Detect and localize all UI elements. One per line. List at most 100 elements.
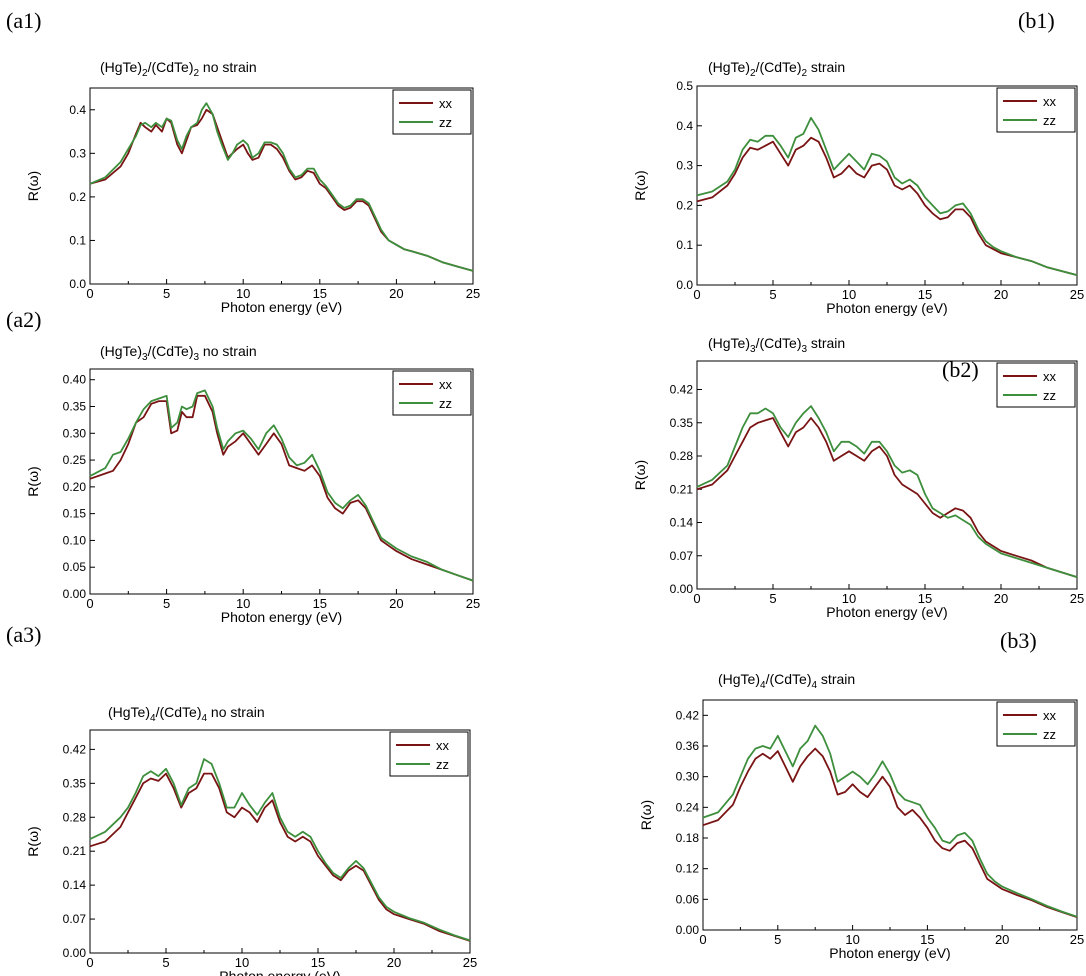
x-tick-label: 10 [236,286,250,301]
legend-label-xx: xx [439,96,453,111]
x-tick-label: 20 [994,591,1008,606]
y-tick-label: 0.36 [676,739,700,753]
series-line-zz [89,389,474,582]
x-tick-label: 25 [1070,932,1084,947]
x-tick-label: 0 [86,955,93,970]
x-tick-label: 5 [769,591,776,606]
y-tick-label: 0.12 [676,862,700,876]
y-axis-label: R(ω) [25,171,41,201]
y-axis-label: R(ω) [25,826,41,856]
chart-title: (HgTe)4/(CdTe)4 no strain [108,704,265,724]
y-tick-label: 0.07 [670,549,694,563]
chart-title: (HgTe)2/(CdTe)2 no strain [100,59,257,79]
legend-box [392,370,472,416]
y-tick-label: 0.40 [63,373,87,387]
y-tick-label: 0.05 [63,560,87,574]
chart-title: (HgTe)4/(CdTe)4 strain [718,671,855,691]
y-tick-label: 0.1 [676,238,693,252]
y-tick-label: 0.14 [670,516,694,530]
x-tick-label: 10 [842,591,856,606]
x-axis-label: Photon energy (eV) [826,300,947,316]
chart-a2-group: 0 5 10 15 20 25 0.00 0.05 0.10 0.15 0.20 0.25 0.30 0.… [25,343,480,625]
y-tick-label: 0.10 [63,533,87,547]
legend-label-xx: xx [436,738,450,753]
y-tick-label: 0.28 [670,449,694,463]
x-axis-label: Photon energy (eV) [221,609,342,625]
y-tick-label: 0.00 [63,587,87,601]
series-line-xx [696,136,1078,276]
series-line-zz [696,405,1078,578]
x-tick-label: 15 [920,932,934,947]
series-line-zz [89,758,471,942]
x-tick-label: 15 [918,287,932,302]
panel-label-b1: (b1) [1018,8,1055,33]
y-tick-label: 0.42 [670,383,694,397]
chart-title: (HgTe)3/(CdTe)3 strain [708,335,845,355]
x-tick-label: 10 [842,287,856,302]
legend-label-xx: xx [1043,94,1057,109]
x-tick-label: 10 [235,955,249,970]
x-tick-label: 5 [769,287,776,302]
y-tick-label: 0.4 [69,103,86,117]
x-axis-label: Photon energy (eV) [219,968,340,976]
chart-title: (HgTe)3/(CdTe)3 no strain [100,343,257,363]
y-tick-label: 0.00 [63,946,87,960]
legend-label-zz: zz [1043,113,1056,128]
x-tick-label: 10 [845,932,859,947]
x-tick-label: 5 [774,932,781,947]
series-line-zz [696,116,1078,276]
x-tick-label: 0 [86,286,93,301]
panel-label-b3: (b3) [1000,628,1037,653]
y-tick-label: 0.07 [63,912,87,926]
x-tick-label: 15 [311,955,325,970]
y-tick-label: 0.21 [63,844,87,858]
y-tick-label: 0.25 [63,453,87,467]
legend-label-xx: xx [1043,369,1057,384]
y-tick-label: 0.0 [676,278,693,292]
y-axis-label: R(ω) [638,800,654,830]
y-tick-label: 0.1 [69,233,86,247]
y-tick-label: 0.24 [676,800,700,814]
y-tick-label: 0.00 [670,582,694,596]
x-tick-label: 25 [463,955,477,970]
y-tick-label: 0.14 [63,878,87,892]
legend-label-zz: zz [439,396,452,411]
y-tick-label: 0.3 [676,159,693,173]
y-tick-label: 0.35 [63,776,87,790]
series-line-xx [696,417,1078,578]
x-tick-label: 20 [389,596,403,611]
x-tick-label: 20 [389,286,403,301]
x-tick-label: 25 [1070,287,1084,302]
y-tick-label: 0.30 [63,426,87,440]
y-tick-label: 0.4 [676,119,693,133]
chart-b1-group: 0 5 10 15 20 25 0.0 0.1 0.2 0.3 0.4 0.5 Photon energ… [632,59,1084,316]
panel-label-a3: (a3) [6,622,42,647]
legend-label-zz: zz [439,115,452,130]
chart-a1-group: 0 5 10 15 20 25 0.0 0.1 0.2 0.3 0.4 Photon energy (… [25,59,480,315]
chart-b3-group: 0 5 10 15 20 25 0.00 0.06 0.12 0.18 0.24 0.30 0.36 0.… [638,671,1084,961]
legend-box [996,362,1076,408]
legend-box [996,701,1076,747]
chart-b2-group: 0 5 10 15 20 25 0.00 0.07 0.14 0.21 0.28 0.35 0.42 Ph… [632,335,1084,620]
legend-label-zz: zz [1043,388,1056,403]
y-tick-label: 0.18 [676,831,700,845]
y-tick-label: 0.06 [676,892,700,906]
y-tick-label: 0.21 [670,482,694,496]
x-axis-label: Photon energy (eV) [826,604,947,620]
y-tick-label: 0.15 [63,507,87,521]
y-tick-label: 0.35 [63,400,87,414]
y-tick-label: 0.28 [63,810,87,824]
x-tick-label: 5 [162,955,169,970]
x-tick-label: 5 [163,286,170,301]
x-tick-label: 25 [466,286,480,301]
series-line-xx [89,108,474,272]
chart-title: (HgTe)2/(CdTe)2 strain [708,59,845,79]
x-tick-label: 5 [163,596,170,611]
y-tick-label: 0.2 [676,198,693,212]
x-tick-label: 20 [994,287,1008,302]
x-axis-label: Photon energy (eV) [829,945,950,961]
x-tick-label: 20 [387,955,401,970]
legend-box [389,731,469,777]
series-line-xx [89,772,471,942]
